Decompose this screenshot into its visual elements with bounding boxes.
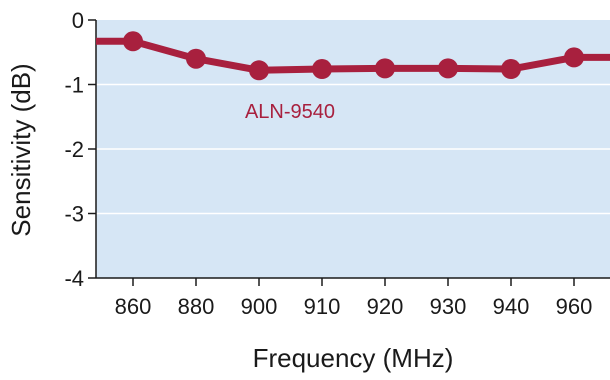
gridlines	[96, 83, 610, 215]
data-point	[564, 47, 584, 68]
x-axis-title: Frequency (MHz)	[253, 343, 454, 373]
x-tick-label: 930	[430, 294, 467, 319]
data-point	[123, 31, 143, 52]
series-layer	[96, 31, 610, 81]
y-tick-label: 0	[72, 8, 84, 33]
data-point	[501, 59, 521, 80]
x-tick-label: 910	[304, 294, 341, 319]
x-axis-ticks: 860 880 900 910 920 930 940 960	[115, 278, 593, 319]
y-tick-label: -4	[64, 266, 84, 291]
y-axis-ticks: 0 -1 -2 -3 -4	[64, 8, 96, 291]
y-tick-label: -2	[64, 137, 84, 162]
x-tick-label: 900	[241, 294, 278, 319]
data-point	[438, 58, 458, 79]
series-label: ALN-9540	[245, 101, 335, 123]
data-point	[312, 59, 332, 80]
y-tick-label: -3	[64, 202, 84, 227]
x-tick-label: 880	[178, 294, 215, 319]
x-tick-label: 940	[493, 294, 530, 319]
y-axis-title: Sensitivity (dB)	[6, 63, 36, 236]
series-line	[96, 37, 610, 74]
x-tick-label: 860	[115, 294, 152, 319]
x-tick-label: 960	[556, 294, 593, 319]
y-tick-label: -1	[64, 73, 84, 98]
data-point	[249, 60, 269, 81]
x-tick-label: 920	[367, 294, 404, 319]
data-point	[375, 58, 395, 79]
data-point	[186, 48, 206, 69]
